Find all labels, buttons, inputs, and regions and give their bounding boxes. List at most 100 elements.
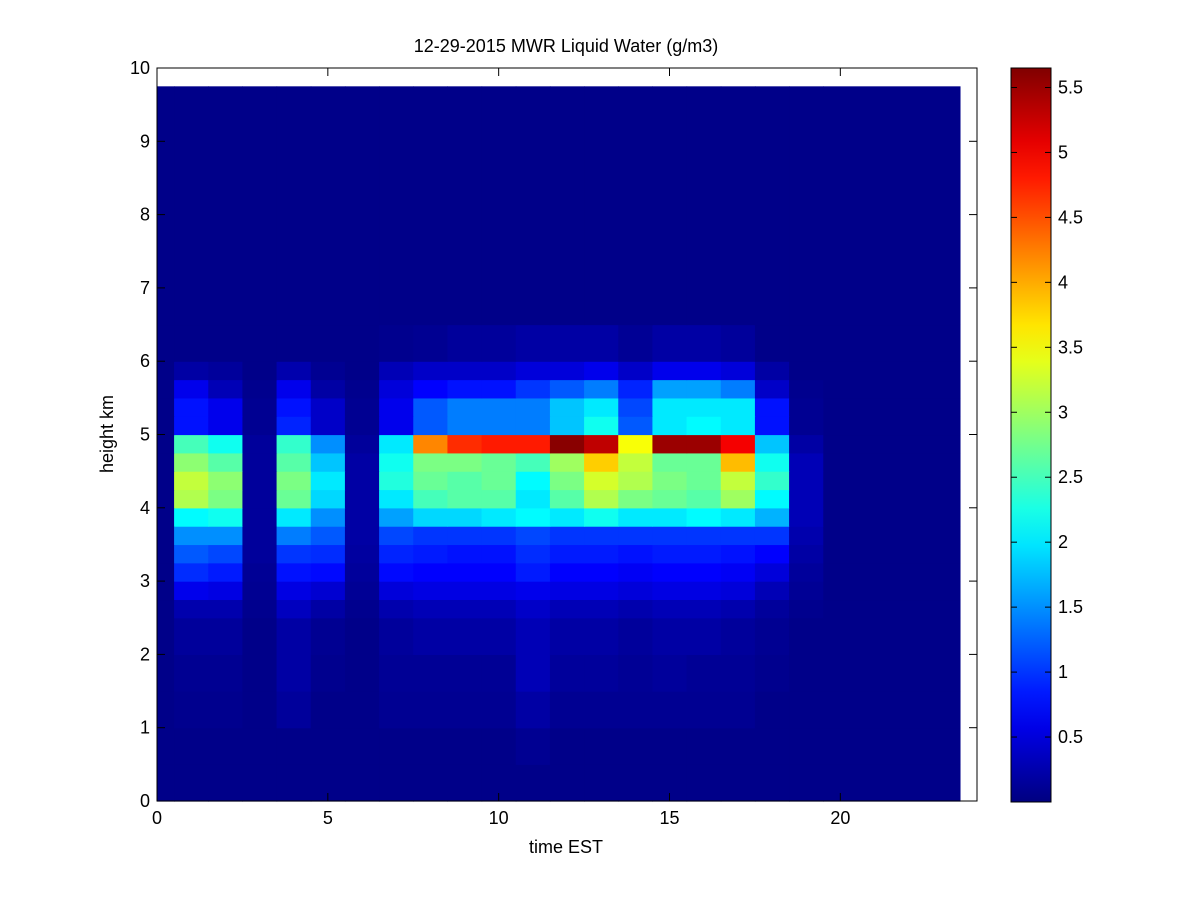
heatmap-cell bbox=[157, 379, 175, 399]
heatmap-cell bbox=[584, 617, 619, 655]
heatmap-cell bbox=[686, 416, 722, 436]
heatmap-cell bbox=[618, 507, 654, 527]
heatmap-cell bbox=[157, 86, 175, 326]
heatmap-cell bbox=[157, 727, 175, 765]
heatmap-cell bbox=[515, 86, 551, 326]
heatmap-cell bbox=[208, 526, 244, 546]
heatmap-cell bbox=[618, 764, 654, 802]
heatmap-cell bbox=[823, 764, 961, 802]
colorbar-tick-label: 5.5 bbox=[1058, 77, 1083, 97]
heatmap-cell bbox=[754, 434, 790, 454]
heatmap-cell bbox=[344, 764, 380, 802]
heatmap-cell bbox=[157, 416, 175, 436]
heatmap-cell bbox=[652, 507, 688, 527]
heatmap-cell bbox=[413, 544, 449, 564]
heatmap-cell bbox=[174, 727, 209, 765]
heatmap-cell bbox=[276, 691, 312, 729]
heatmap-cell bbox=[413, 727, 449, 765]
heatmap-cell bbox=[823, 324, 961, 362]
heatmap-cell bbox=[276, 397, 312, 417]
heatmap-cell bbox=[276, 544, 312, 564]
heatmap-cell bbox=[447, 397, 483, 417]
heatmap-cell bbox=[652, 562, 688, 582]
heatmap-cell bbox=[174, 562, 209, 582]
heatmap-cell bbox=[515, 416, 551, 436]
heatmap-cell bbox=[310, 507, 346, 527]
y-tick-label: 0 bbox=[140, 791, 150, 811]
heatmap-cell bbox=[686, 599, 722, 619]
heatmap-cell bbox=[447, 507, 483, 527]
heatmap-cell bbox=[515, 617, 551, 655]
colorbar-tick-label: 5 bbox=[1058, 142, 1068, 162]
heatmap-cell bbox=[242, 379, 278, 399]
heatmap-cell bbox=[208, 452, 244, 472]
heatmap-cell bbox=[754, 416, 790, 436]
heatmap-cell bbox=[310, 379, 346, 399]
colorbar-gradient bbox=[1011, 68, 1051, 802]
heatmap-cell bbox=[174, 452, 209, 472]
heatmap-cell bbox=[754, 452, 790, 472]
heatmap-cell bbox=[686, 581, 722, 601]
heatmap-cell bbox=[652, 471, 688, 491]
heatmap-cell bbox=[618, 471, 654, 491]
heatmap-cell bbox=[310, 581, 346, 601]
heatmap-cell bbox=[549, 507, 585, 527]
heatmap-cell bbox=[754, 691, 790, 729]
heatmap-cell bbox=[447, 617, 483, 655]
heatmap-cell bbox=[481, 507, 517, 527]
heatmap-cell bbox=[823, 727, 961, 765]
heatmap-cell bbox=[174, 397, 209, 417]
heatmap-cell bbox=[584, 562, 619, 582]
heatmap-cell bbox=[310, 599, 346, 619]
heatmap-cell bbox=[242, 562, 278, 582]
heatmap-cell bbox=[481, 617, 517, 655]
heatmap-cell bbox=[208, 397, 244, 417]
heatmap-cell bbox=[276, 471, 312, 491]
heatmap-cell bbox=[447, 727, 483, 765]
heatmap-cell bbox=[584, 397, 619, 417]
colorbar-tick-label: 4.5 bbox=[1058, 207, 1083, 227]
heatmap-cell bbox=[413, 86, 449, 326]
heatmap-cell bbox=[379, 416, 414, 436]
heatmap-cell bbox=[174, 654, 209, 692]
heatmap-cell bbox=[823, 654, 961, 692]
heatmap-cell bbox=[344, 361, 380, 381]
y-tick-label: 1 bbox=[140, 718, 150, 738]
heatmap-cell bbox=[413, 562, 449, 582]
y-tick-label: 9 bbox=[140, 131, 150, 151]
heatmap-cell bbox=[379, 727, 414, 765]
heatmap-cell bbox=[686, 397, 722, 417]
heatmap-cell bbox=[157, 507, 175, 527]
heatmap-cell bbox=[310, 544, 346, 564]
heatmap-cell bbox=[754, 489, 790, 509]
heatmap-cell bbox=[789, 764, 824, 802]
heatmap-cell bbox=[549, 86, 585, 326]
heatmap-cell bbox=[242, 397, 278, 417]
heatmap-cell bbox=[618, 416, 654, 436]
heatmap-cell bbox=[686, 544, 722, 564]
heatmap-cell bbox=[584, 379, 619, 399]
heatmap-cell bbox=[652, 324, 688, 362]
heatmap-cell bbox=[720, 581, 756, 601]
heatmap-cell bbox=[823, 452, 961, 472]
heatmap-cell bbox=[379, 526, 414, 546]
heatmap-cell bbox=[720, 86, 756, 326]
heatmap-cell bbox=[720, 324, 756, 362]
heatmap-cell bbox=[413, 599, 449, 619]
heatmap-cell bbox=[242, 617, 278, 655]
heatmap-cell bbox=[310, 691, 346, 729]
heatmap-cell bbox=[208, 599, 244, 619]
heatmap-cell bbox=[652, 361, 688, 381]
heatmap-cell bbox=[379, 452, 414, 472]
heatmap-cell bbox=[344, 324, 380, 362]
heatmap-cell bbox=[584, 654, 619, 692]
heatmap-cell bbox=[652, 654, 688, 692]
heatmap-cell bbox=[344, 397, 380, 417]
heatmap-cell bbox=[413, 507, 449, 527]
heatmap-cell bbox=[344, 416, 380, 436]
heatmap-cell bbox=[379, 764, 414, 802]
heatmap-cell bbox=[174, 324, 209, 362]
heatmap-cell bbox=[618, 654, 654, 692]
heatmap-cell bbox=[823, 471, 961, 491]
heatmap-cell bbox=[549, 434, 585, 454]
